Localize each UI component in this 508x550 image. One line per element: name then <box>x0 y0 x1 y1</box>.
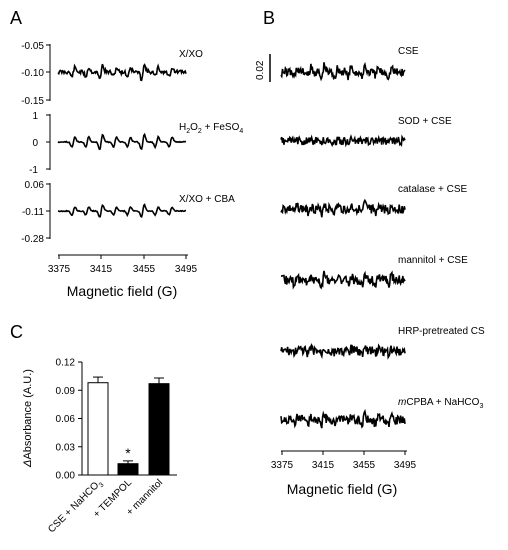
trace-label-catalase-cse: catalase + CSE <box>398 184 468 195</box>
c-bars: * <box>87 376 170 476</box>
epr-trace-h2o2-feso4 <box>57 132 186 151</box>
a3-ytick: -0.28 <box>21 234 44 245</box>
a3-ytick: 0.06 <box>25 180 45 191</box>
a2-ytick: 1 <box>32 111 38 122</box>
scale-bar-label: 0.02 <box>255 60 266 80</box>
a1-ytick: -0.05 <box>21 41 44 52</box>
a-xtick: 3495 <box>175 264 198 275</box>
epr-trace-hrp-cs <box>280 342 406 360</box>
panel-c-bar-chart: ΔAbsorbance (A.U.) 0.000.030.060.090.12 … <box>22 358 177 535</box>
b-xtick: 3415 <box>312 460 335 471</box>
b-xtick: 3375 <box>271 460 294 471</box>
panel-a: -0.05 -0.10 -0.15 1 0 -1 0.06 -0.11 -0.2… <box>21 41 243 299</box>
c-ytick-label: 0.03 <box>56 442 76 453</box>
a3-ytick: -0.11 <box>22 207 44 218</box>
trace-label-cse: CSE <box>398 46 419 57</box>
trace-label-sod-cse: SOD + CSE <box>398 116 452 127</box>
c-ytick-label: 0.12 <box>56 358 76 369</box>
epr-trace-mcpba-nahco3 <box>280 408 406 429</box>
a1-ytick: -0.10 <box>21 68 44 79</box>
c-category-labels: CSE + NaHCO3+ TEMPOL+ mannitol <box>46 477 165 535</box>
a-xtick: 3375 <box>48 264 71 275</box>
c-bar <box>87 382 109 476</box>
trace-label-h2o2-feso4: H2O2 + FeSO4 <box>179 122 243 135</box>
epr-trace-catalase-cse <box>280 198 406 218</box>
trace-label-hrp-cs: HRP-pretreated CS <box>398 326 485 337</box>
trace-label-mcpba-nahco3: mCPBA + NaHCO3 <box>398 397 483 410</box>
a-xtick: 3455 <box>133 264 156 275</box>
epr-trace-mannitol-cse <box>280 270 406 290</box>
panel-letter-b: B <box>263 8 275 28</box>
c-bar <box>148 383 170 476</box>
b-xtick: 3495 <box>394 460 417 471</box>
a2-ytick: 0 <box>32 138 38 149</box>
epr-trace-cse <box>280 61 406 82</box>
a2-ytick: -1 <box>29 165 38 176</box>
b-xtick: 3455 <box>353 460 376 471</box>
panel-letter-a: A <box>10 8 22 28</box>
epr-trace-x-xo <box>57 63 187 82</box>
epr-trace-sod-cse <box>280 134 406 148</box>
b-x-axis-title: Magnetic field (G) <box>287 481 397 497</box>
c-y-ticks: 0.00 0.03 0.06 0.09 0.12 <box>56 358 82 482</box>
a1-ytick: -0.15 <box>21 96 44 107</box>
a-xtick: 3415 <box>90 264 113 275</box>
c-ytick-label: 0.09 <box>56 386 76 397</box>
c-bar <box>117 463 139 476</box>
c-significance-marker: * <box>125 445 131 461</box>
trace-label-mannitol-cse: mannitol + CSE <box>398 255 468 266</box>
c-ytick-label: 0.00 <box>56 471 76 482</box>
panel-b: 0.02 CSE SOD + CSE catalase + CSE mannit… <box>255 46 485 497</box>
a-x-axis-title: Magnetic field (G) <box>67 283 177 299</box>
c-ytick-label: 0.06 <box>56 414 76 425</box>
epr-trace-x-xo-cba <box>57 203 187 219</box>
trace-label-x-xo: X/XO <box>179 49 203 60</box>
c-y-axis-title: ΔAbsorbance (A.U.) <box>22 369 34 468</box>
panel-letter-c: C <box>10 322 23 342</box>
trace-label-x-xo-cba: X/XO + CBA <box>179 194 235 205</box>
